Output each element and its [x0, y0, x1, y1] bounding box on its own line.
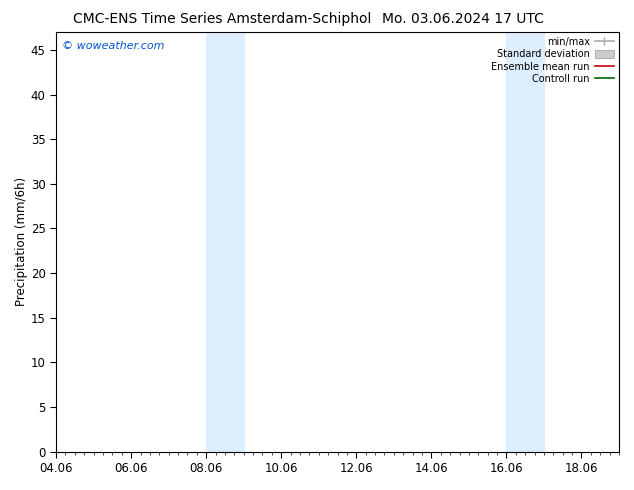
- Bar: [507, 32, 544, 452]
- Text: © woweather.com: © woweather.com: [61, 41, 164, 50]
- Y-axis label: Precipitation (mm/6h): Precipitation (mm/6h): [15, 177, 28, 306]
- Legend: min/max, Standard deviation, Ensemble mean run, Controll run: min/max, Standard deviation, Ensemble me…: [489, 35, 616, 86]
- Text: Mo. 03.06.2024 17 UTC: Mo. 03.06.2024 17 UTC: [382, 12, 544, 26]
- Text: CMC-ENS Time Series Amsterdam-Schiphol: CMC-ENS Time Series Amsterdam-Schiphol: [73, 12, 371, 26]
- Bar: [206, 32, 243, 452]
